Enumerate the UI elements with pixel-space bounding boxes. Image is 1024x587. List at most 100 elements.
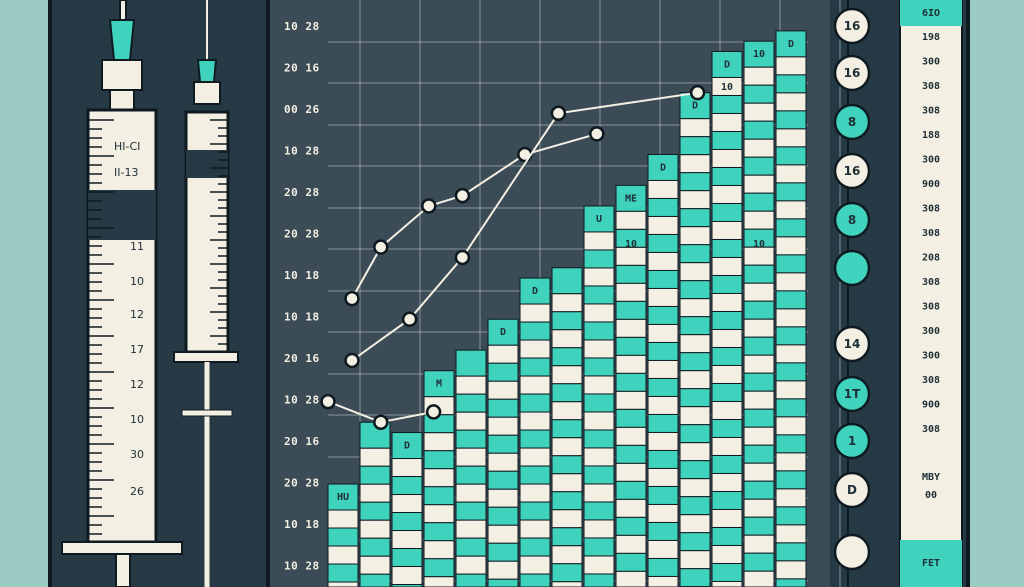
bar-13: D <box>711 50 743 587</box>
bar-segment <box>551 581 583 587</box>
marker-circle <box>833 533 871 571</box>
right-scale-label: 308 <box>922 302 940 313</box>
line-point <box>454 187 471 204</box>
marker-circle <box>833 325 871 363</box>
bar-6: D <box>487 318 519 587</box>
marker-label: 16 <box>844 164 861 178</box>
y-tick-label: 20 28 <box>284 228 320 241</box>
marker-circle <box>833 103 871 141</box>
bar-segment <box>615 184 647 212</box>
right-scale-label: 198 <box>922 32 940 43</box>
bar-segment <box>583 205 615 233</box>
marker-label: 14 <box>844 337 861 351</box>
right-scale-label: 308 <box>922 204 940 215</box>
bar-label: D <box>788 39 794 50</box>
syringe-mark: HI-CI <box>114 140 140 153</box>
syringe-mark: 26 <box>130 485 144 498</box>
bar-segment <box>551 267 583 295</box>
marker-1: 16 <box>833 7 871 45</box>
cell-label: 10 <box>625 239 637 250</box>
bar-segment <box>519 277 551 305</box>
bar-7: D <box>519 277 551 587</box>
line-point <box>373 239 389 255</box>
bar-segment <box>455 573 487 587</box>
bar-label: 10 <box>753 49 765 60</box>
marker-column: 16 16 8 16 8 14 1T 1 D <box>833 7 871 571</box>
y-tick-label: 20 28 <box>284 477 320 490</box>
bar-segment <box>455 349 487 377</box>
right-scale-label: 308 <box>922 375 940 386</box>
marker-label: 8 <box>848 213 856 227</box>
right-scale-label: 308 <box>922 228 940 239</box>
bar-8 <box>551 267 583 587</box>
cell-label: 10 <box>721 82 733 93</box>
marker-circle <box>833 375 871 413</box>
bar-label: U <box>596 214 602 225</box>
y-axis-tick-labels: 10 28 20 16 00 26 10 28 20 28 20 28 10 18 10 18… <box>284 20 320 573</box>
bar-15: D <box>775 30 807 587</box>
right-scale-label: 00 <box>925 490 937 501</box>
right-scale-label: 308 <box>922 424 940 435</box>
line-point <box>689 84 706 101</box>
line-series <box>320 84 706 430</box>
y-tick-label: 20 16 <box>284 352 320 365</box>
right-scale-label: 300 <box>922 155 940 166</box>
marker-10: D <box>833 471 871 509</box>
bar-label: ME <box>625 193 637 204</box>
line-point <box>373 414 389 430</box>
syringe-mark: 12 <box>130 378 144 391</box>
large-syringe-icon <box>61 0 183 587</box>
y-tick-label: 00 26 <box>284 103 320 116</box>
right-scale-label: 900 <box>922 400 940 411</box>
marker-label: 1 <box>848 434 856 448</box>
bar-label: M <box>436 379 442 390</box>
marker-8: 1T <box>833 375 871 413</box>
syringe-mark: 10 <box>130 413 144 426</box>
bar-1: HU <box>327 483 359 587</box>
bar-label: D <box>404 441 410 452</box>
bar-segment <box>423 370 455 398</box>
y-tick-label: 20 16 <box>284 435 320 448</box>
syringe-panel <box>48 0 270 587</box>
marker-label: D <box>847 483 857 497</box>
right-scale-footer <box>900 540 962 587</box>
marker-label: 1T <box>844 387 861 401</box>
line-point <box>421 198 437 214</box>
marker-circle <box>833 152 871 190</box>
marker-11 <box>833 533 871 571</box>
right-scale-label: 900 <box>922 179 940 190</box>
marker-label: 8 <box>848 115 856 129</box>
marker-label: 16 <box>844 19 861 33</box>
bar-10: ME <box>615 184 647 587</box>
marker-9: 1 <box>833 422 871 460</box>
right-scale-label: 308 <box>922 277 940 288</box>
line-point <box>344 352 360 369</box>
bar-9: U <box>583 205 615 587</box>
marker-2: 16 <box>833 54 871 92</box>
right-scale-label: 308 <box>922 81 940 92</box>
right-scale-label: FET <box>922 558 940 569</box>
right-scale-label: 308 <box>922 106 940 117</box>
small-syringe-scale <box>210 119 228 345</box>
right-scale-label: 188 <box>922 130 940 141</box>
syringe-mark: 30 <box>130 448 144 461</box>
line-upper <box>351 132 598 300</box>
bar-label: D <box>500 327 506 338</box>
right-scale-label: 300 <box>922 326 940 337</box>
bar-11: D <box>647 153 679 587</box>
marker-circle <box>833 471 871 509</box>
bar-4: M <box>423 370 455 587</box>
bar-14: 10 <box>743 40 775 587</box>
right-scale-label: 6IO <box>922 8 940 19</box>
right-scale-labels: 6IO 198 300 308 308 188 300 900 308 308 208 308 308 3… <box>922 8 940 569</box>
bar-5 <box>455 349 487 587</box>
y-tick-label: 10 28 <box>284 560 320 573</box>
syringe-mark: 12 <box>130 308 144 321</box>
right-scale-label: 300 <box>922 351 940 362</box>
line-point <box>454 249 471 266</box>
marker-3: 8 <box>833 103 871 141</box>
bar-label: D <box>660 162 666 173</box>
